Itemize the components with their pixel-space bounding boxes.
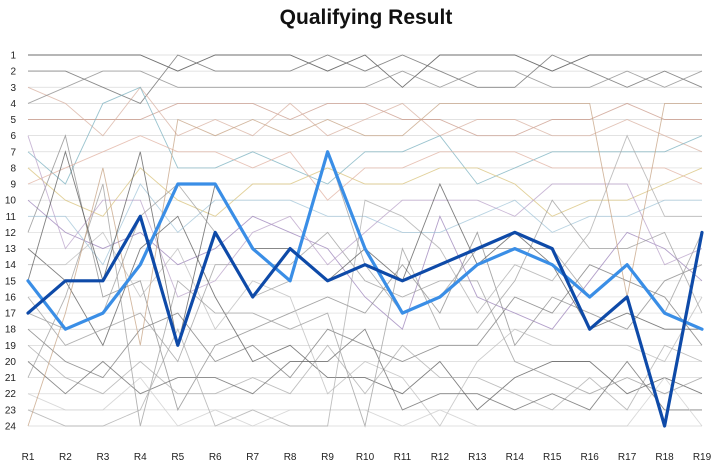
background-series-line-20 xyxy=(27,134,702,427)
background-series-line-22 xyxy=(27,102,702,427)
y-tick-label: 13 xyxy=(5,244,17,255)
background-series-line-15 xyxy=(27,344,703,411)
y-tick-label: 19 xyxy=(5,341,17,352)
x-tick-label: R14 xyxy=(506,452,525,463)
x-tick-label: R2 xyxy=(59,452,72,463)
x-tick-label: R5 xyxy=(171,452,184,463)
background-series-line-18 xyxy=(27,183,703,428)
y-tick-label: 16 xyxy=(5,292,17,303)
y-tick-label: 4 xyxy=(10,99,16,110)
background-series-line-17 xyxy=(27,376,703,427)
x-tick-label: R6 xyxy=(209,452,222,463)
background-series-line-7 xyxy=(27,167,703,217)
x-tick-label: R17 xyxy=(618,452,637,463)
background-series-line-16 xyxy=(27,328,702,411)
x-tick-label: R13 xyxy=(468,452,487,463)
y-tick-label: 20 xyxy=(5,357,17,368)
background-series-line-14 xyxy=(27,264,703,379)
background-series-line-13 xyxy=(27,135,703,201)
x-tick-label: R3 xyxy=(96,452,109,463)
background-series-line-8 xyxy=(27,134,703,412)
y-tick-label: 24 xyxy=(5,422,17,433)
x-tick-label: R19 xyxy=(693,452,712,463)
y-tick-label: 15 xyxy=(5,276,17,287)
gridlines xyxy=(28,54,702,427)
y-tick-label: 21 xyxy=(5,373,17,384)
highlight-series-line-2 xyxy=(26,214,704,428)
background-series-line-19 xyxy=(27,135,703,298)
x-tick-label: R11 xyxy=(394,452,412,463)
y-tick-label: 2 xyxy=(10,67,16,78)
background-series-line-5 xyxy=(27,86,703,185)
y-tick-label: 14 xyxy=(5,260,17,271)
x-tick-label: R18 xyxy=(655,452,674,463)
y-tick-label: 17 xyxy=(5,309,17,320)
y-tick-label: 9 xyxy=(10,180,16,191)
background-series-line-12 xyxy=(28,183,702,266)
x-tick-label: R12 xyxy=(431,452,450,463)
background-series-line-10 xyxy=(28,231,703,427)
y-tick-label: 8 xyxy=(10,163,16,174)
chart-title: Qualifying Result xyxy=(280,6,453,29)
x-tick-label: R15 xyxy=(543,452,562,463)
y-tick-label: 18 xyxy=(5,325,17,336)
background-series-line-24 xyxy=(27,150,703,330)
background-series-group xyxy=(27,54,703,428)
x-tick-label: R9 xyxy=(321,452,334,463)
background-series-line-2 xyxy=(28,54,703,104)
x-tick-label: R10 xyxy=(356,452,375,463)
background-series-line-1 xyxy=(28,54,702,88)
y-tick-label: 12 xyxy=(5,228,17,239)
y-tick-label: 11 xyxy=(6,212,17,223)
x-tick-label: R1 xyxy=(22,452,35,463)
x-tick-label: R8 xyxy=(284,452,297,463)
background-series-line-6 xyxy=(27,199,703,330)
y-tick-label: 23 xyxy=(5,405,17,416)
y-tick-label: 6 xyxy=(10,131,16,142)
x-tick-label: R16 xyxy=(580,452,599,463)
highlight-series-line-1 xyxy=(26,150,704,331)
x-tick-label: R7 xyxy=(246,452,259,463)
y-tick-label: 3 xyxy=(10,83,16,94)
y-tick-label: 22 xyxy=(5,389,17,400)
y-tick-label: 7 xyxy=(10,147,16,158)
x-axis-ticks: R1 R2 R3 R4 R5 R6 R7 R8 R9 R10 R11 R12 R13 R14 R15 R16 R… xyxy=(22,452,712,463)
background-series-line-11 xyxy=(27,231,703,395)
x-tick-label: R4 xyxy=(134,452,147,463)
y-tick-label: 1 xyxy=(10,51,16,62)
background-series-line-3 xyxy=(28,102,702,137)
background-series-line-9 xyxy=(27,215,703,411)
background-series-line-21 xyxy=(27,70,703,104)
highlight-series-group xyxy=(26,150,704,428)
y-tick-label: 10 xyxy=(5,196,17,207)
y-tick-label: 5 xyxy=(10,115,16,126)
